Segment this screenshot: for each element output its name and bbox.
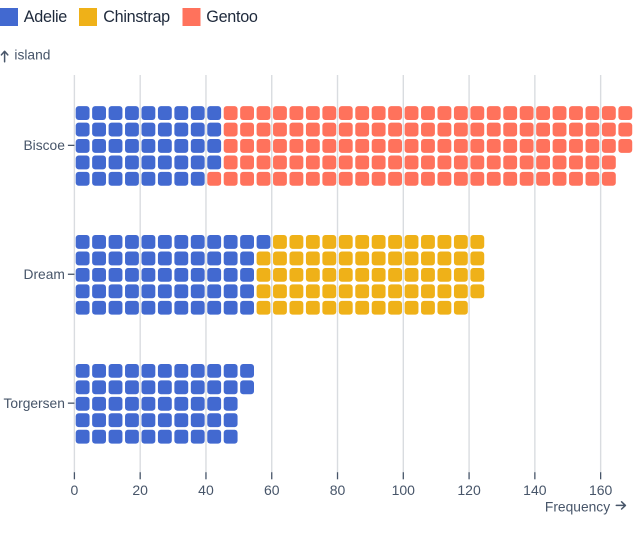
svg-text:Gentoo: Gentoo: [206, 8, 258, 26]
svg-text:140: 140: [523, 482, 547, 498]
svg-text:100: 100: [392, 482, 416, 498]
svg-text:Torgersen: Torgersen: [4, 396, 65, 411]
svg-text:40: 40: [198, 482, 214, 498]
svg-text:Adelie: Adelie: [24, 8, 67, 26]
svg-text:Frequency: Frequency: [545, 499, 610, 514]
svg-text:120: 120: [457, 482, 481, 498]
svg-text:0: 0: [71, 482, 79, 498]
svg-text:20: 20: [132, 482, 148, 498]
svg-text:60: 60: [264, 482, 280, 498]
svg-text:160: 160: [589, 482, 613, 498]
svg-text:Biscoe: Biscoe: [23, 138, 65, 153]
svg-text:Dream: Dream: [23, 267, 64, 282]
svg-text:Chinstrap: Chinstrap: [103, 8, 170, 26]
svg-text:80: 80: [330, 482, 346, 498]
svg-text:island: island: [14, 47, 50, 62]
